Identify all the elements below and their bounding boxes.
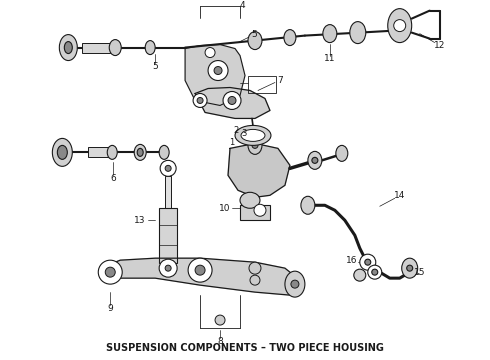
Ellipse shape [350,22,366,44]
Text: 12: 12 [434,41,445,50]
Circle shape [354,269,366,281]
Circle shape [105,267,115,277]
Text: 16: 16 [346,256,358,265]
Ellipse shape [248,136,262,154]
Circle shape [223,91,241,109]
Text: 5: 5 [152,62,158,71]
Ellipse shape [240,192,260,208]
Text: 11: 11 [324,54,336,63]
Circle shape [160,160,176,176]
Text: 8: 8 [217,337,223,346]
Ellipse shape [64,41,73,54]
Bar [82,42,110,53]
Bar [240,205,270,220]
Circle shape [228,96,236,104]
Circle shape [407,265,413,271]
Polygon shape [228,143,290,197]
Text: 7: 7 [277,76,283,85]
Text: 3: 3 [241,129,246,138]
Text: 4: 4 [239,1,245,10]
Circle shape [291,280,299,288]
Ellipse shape [109,40,121,55]
Text: 14: 14 [394,191,405,200]
Circle shape [372,269,378,275]
Text: 13: 13 [134,216,146,225]
Bar [248,76,276,94]
Circle shape [312,157,318,163]
Circle shape [193,94,207,107]
Circle shape [188,258,212,282]
Ellipse shape [402,258,417,278]
Text: 1: 1 [229,138,235,147]
Circle shape [205,48,215,58]
Circle shape [197,98,203,103]
Circle shape [394,19,406,32]
Circle shape [208,60,228,81]
Ellipse shape [107,145,117,159]
Ellipse shape [336,145,348,161]
Bar [165,176,171,208]
Circle shape [98,260,122,284]
Ellipse shape [52,138,73,166]
Ellipse shape [57,145,67,159]
Circle shape [250,275,260,285]
Bar [88,147,110,157]
Polygon shape [100,258,300,295]
Circle shape [165,165,171,171]
Text: 5: 5 [251,30,257,39]
Ellipse shape [301,196,315,214]
Ellipse shape [323,24,337,42]
Bar [159,208,177,263]
Circle shape [249,262,261,274]
Polygon shape [185,45,245,105]
Ellipse shape [145,41,155,55]
Text: 15: 15 [414,267,425,276]
Circle shape [195,265,205,275]
Ellipse shape [284,30,296,46]
Circle shape [365,259,371,265]
Ellipse shape [241,129,265,141]
Ellipse shape [308,151,322,169]
Circle shape [215,315,225,325]
Circle shape [360,254,376,270]
Ellipse shape [285,271,305,297]
Ellipse shape [235,125,271,145]
Polygon shape [195,87,270,118]
Text: 9: 9 [107,303,113,312]
Ellipse shape [137,148,143,156]
Circle shape [214,67,222,75]
Circle shape [368,265,382,279]
Circle shape [254,204,266,216]
Circle shape [159,259,177,277]
Text: SUSPENSION COMPONENTS – TWO PIECE HOUSING: SUSPENSION COMPONENTS – TWO PIECE HOUSIN… [106,343,384,353]
Circle shape [252,143,258,148]
Text: 10: 10 [220,204,231,213]
Ellipse shape [248,32,262,50]
Ellipse shape [388,9,412,42]
Ellipse shape [134,144,146,160]
Ellipse shape [59,35,77,60]
Ellipse shape [159,145,169,159]
Circle shape [165,265,171,271]
Text: 6: 6 [110,174,116,183]
Text: 2: 2 [233,126,239,135]
